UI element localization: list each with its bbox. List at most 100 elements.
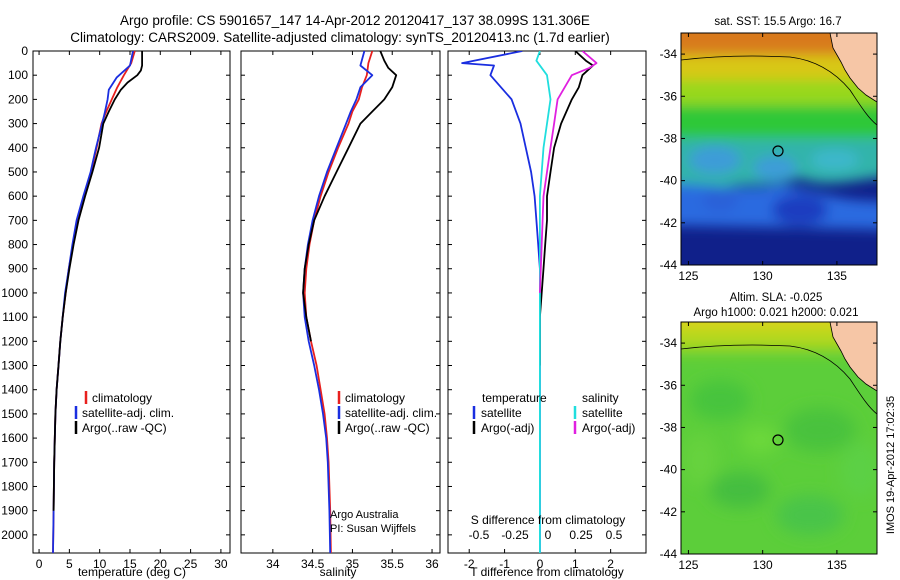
lat-tick-label: -44: [660, 258, 678, 272]
lon-tick-label: 130: [753, 269, 773, 283]
legend-t-argo: Argo(-adj): [481, 421, 534, 435]
x-tick-label: 25: [184, 557, 198, 571]
t-difference-axis-label: T difference from climatology: [470, 565, 624, 579]
series-line-argo-adj-: [539, 51, 598, 293]
figure-title-line1: Argo profile: CS 5901657_147 14-Apr-2012…: [120, 13, 590, 28]
lon-tick-label: 135: [827, 558, 847, 572]
series-line-satellite: [535, 51, 552, 553]
x-tick-label: 0: [36, 557, 43, 571]
salinity-legend: climatology satellite-adj. clim. Argo(..…: [337, 391, 437, 435]
lon-tick-label: 125: [678, 558, 698, 572]
s-tick: 0.25: [569, 528, 593, 542]
lat-tick-label: -40: [660, 463, 678, 477]
depth-tick-label: 1900: [1, 504, 28, 518]
legend-t-satellite: satellite: [481, 406, 522, 420]
x-tick-label: 35.5: [381, 557, 405, 571]
x-tick-label: -2: [464, 557, 475, 571]
lon-tick-label: 130: [753, 558, 773, 572]
x-tick-label: 34.5: [301, 557, 325, 571]
lat-tick-label: -38: [660, 131, 678, 145]
figure-title-line2: Climatology: CARS2009. Satellite-adjuste…: [70, 30, 610, 45]
depth-tick-label: 1800: [1, 479, 28, 493]
lat-tick-label: -36: [660, 89, 678, 103]
x-tick-label: 15: [123, 557, 137, 571]
temperature-axis: 0 5 10 15 20 25 30: [36, 51, 228, 571]
x-tick-label: 1: [572, 557, 579, 571]
x-tick-label: 36: [425, 557, 439, 571]
depth-tick-label: 2000: [1, 528, 28, 542]
depth-tick-label: 300: [8, 117, 28, 131]
lat-tick-label: -40: [660, 174, 678, 188]
s-tick: -0.25: [501, 528, 529, 542]
annotation-institution: Argo Australia: [330, 509, 399, 521]
depth-tick-label: 1700: [1, 455, 28, 469]
salinity-axis: 34 34.5 35 35.5 36: [266, 51, 439, 571]
x-tick-label: 10: [93, 557, 107, 571]
t-difference-legend: temperature satellite Argo(-adj): [472, 391, 547, 435]
lat-tick-label: -34: [660, 336, 678, 350]
depth-tick-label: 900: [8, 262, 28, 276]
x-tick-label: 30: [214, 557, 228, 571]
s-difference-legend: salinity satellite Argo(-adj): [573, 391, 635, 435]
series-line-argo-raw-qc-: [52, 51, 144, 511]
s-tick: 0: [545, 528, 552, 542]
lat-tick-label: -42: [660, 505, 678, 519]
depth-tick-label: 500: [8, 165, 28, 179]
depth-tick-label: 1600: [1, 431, 28, 445]
depth-tick-label: 800: [8, 238, 28, 252]
salinity-panel: 34 34.5 35 35.5 36 salinity climatology sate…: [240, 50, 441, 579]
lat-tick-label: -42: [660, 216, 678, 230]
temperature-legend: climatology satellite-adj. clim. Argo(..…: [74, 391, 174, 435]
lat-tick-label: -44: [660, 547, 678, 561]
x-tick-label: 20: [154, 557, 168, 571]
temperature-axis-label: temperature (deg C): [78, 565, 186, 579]
series-line-argo-adj-: [539, 51, 594, 366]
depth-tick-label: 1100: [2, 310, 28, 324]
sla-map-title2: Argo h1000: 0.021 h2000: 0.021: [694, 307, 859, 319]
x-tick-label: 34: [266, 557, 280, 571]
depth-tick-label: 700: [8, 213, 28, 227]
legend-argo: Argo(..raw -QC): [345, 421, 430, 435]
depth-tick-label: 400: [8, 141, 28, 155]
salinity-axis-label: salinity: [320, 565, 357, 579]
depth-tick-label: 1200: [1, 334, 28, 348]
legend-s-satellite: satellite: [582, 406, 623, 420]
legend-temperature-heading: temperature: [482, 391, 547, 405]
legend-salinity-heading: salinity: [582, 391, 619, 405]
legend-climatology: climatology: [92, 391, 152, 405]
legend-satellite-adj: satellite-adj. clim.: [345, 406, 437, 420]
sla-map: Altim. SLA: -0.025 Argo h1000: 0.021 h20…: [660, 292, 878, 572]
s-difference-ticks: -0.5 -0.25 0 0.25 0.5: [469, 528, 623, 542]
annotation-pi: PI: Susan Wijffels: [330, 523, 416, 535]
x-tick-label: 2: [607, 557, 614, 571]
difference-panel: -2 -1 0 1 2 T difference from climatology S …: [447, 50, 647, 579]
x-tick-label: 5: [66, 557, 73, 571]
lat-tick-label: -38: [660, 420, 678, 434]
side-stamp: IMOS 19-Apr-2012 17:02:35: [885, 396, 897, 534]
depth-tick-label: 200: [8, 92, 28, 106]
x-tick-label: 0: [537, 557, 544, 571]
depth-tick-label: 600: [8, 189, 28, 203]
depth-tick-label: 1400: [1, 383, 28, 397]
series-line-argo-raw-qc-: [302, 51, 398, 342]
legend-satellite-adj: satellite-adj. clim.: [82, 406, 174, 420]
lat-tick-label: -36: [660, 378, 678, 392]
s-difference-axis-label: S difference from climatology: [471, 513, 626, 527]
lon-tick-label: 135: [827, 269, 847, 283]
depth-tick-label: 1500: [1, 407, 28, 421]
sst-map-title: sat. SST: 15.5 Argo: 16.7: [714, 16, 841, 28]
lon-tick-label: 125: [678, 269, 698, 283]
depth-axis: 0 100 200 300 400 500 600 700 800 900 1000 1100 1200…: [1, 44, 230, 542]
x-tick-label: -1: [499, 557, 510, 571]
depth-tick-label: 0: [21, 44, 28, 58]
legend-argo: Argo(..raw -QC): [82, 421, 167, 435]
depth-tick-label: 1300: [1, 359, 28, 373]
s-tick: 0.5: [606, 528, 623, 542]
lat-tick-label: -34: [660, 47, 678, 61]
sst-map: sat. SST: 15.5 Argo: 16.7 -34-36-: [660, 16, 878, 283]
legend-climatology: climatology: [345, 391, 405, 405]
sla-map-title1: Altim. SLA: -0.025: [730, 292, 823, 304]
temperature-panel: 0100200300400500600700800900100011001200…: [1, 44, 231, 579]
depth-tick-label: 1000: [1, 286, 28, 300]
